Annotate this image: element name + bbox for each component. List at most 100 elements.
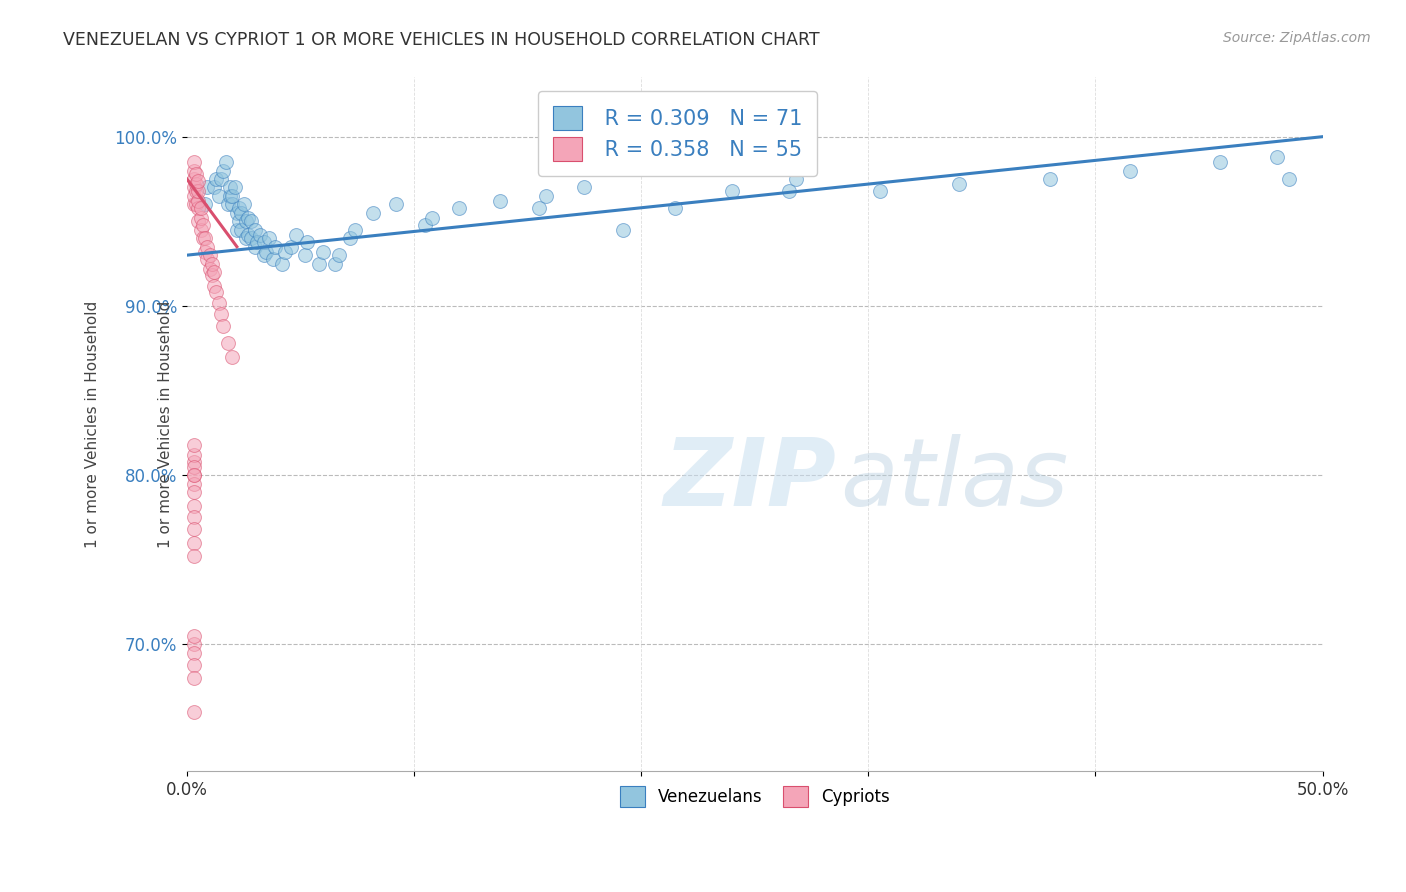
Point [183, 197, 205, 211]
Point [187, 201, 209, 215]
Point [271, 257, 294, 271]
Point [869, 184, 891, 198]
Point [574, 180, 596, 194]
Legend: Venezuelans, Cypriots: Venezuelans, Cypriots [612, 778, 898, 815]
Point [183, 155, 205, 169]
Y-axis label: 1 or more Vehicles in Household: 1 or more Vehicles in Household [86, 301, 100, 548]
Point [785, 172, 807, 186]
Point [212, 163, 235, 178]
Point [187, 184, 209, 198]
Point [238, 227, 260, 242]
Point [183, 705, 205, 719]
Point [778, 184, 800, 198]
Point [249, 227, 271, 242]
Point [420, 211, 443, 225]
Point [1265, 150, 1288, 164]
Point [202, 265, 225, 279]
Point [183, 459, 205, 474]
Point [1209, 155, 1232, 169]
Point [221, 350, 243, 364]
Point [201, 268, 224, 283]
Point [183, 646, 205, 660]
Point [205, 172, 228, 186]
Point [231, 206, 253, 220]
Point [1118, 163, 1140, 178]
Point [246, 235, 269, 249]
Point [219, 180, 242, 194]
Point [253, 248, 276, 262]
Point [183, 485, 205, 500]
Point [187, 174, 209, 188]
Point [343, 223, 366, 237]
Point [232, 197, 254, 211]
Point [183, 476, 205, 491]
Point [239, 214, 262, 228]
Point [183, 180, 205, 194]
Point [385, 197, 408, 211]
Point [183, 468, 205, 483]
Point [194, 231, 217, 245]
Point [284, 227, 307, 242]
Point [183, 468, 205, 483]
Point [312, 244, 335, 259]
Point [612, 223, 634, 237]
Point [415, 218, 437, 232]
Point [297, 235, 319, 249]
Point [253, 235, 276, 249]
Point [198, 248, 221, 262]
Point [294, 248, 316, 262]
Point [228, 214, 250, 228]
Point [308, 257, 330, 271]
Point [183, 163, 205, 178]
Point [948, 177, 970, 191]
Point [202, 180, 225, 194]
Point [257, 231, 280, 245]
Point [339, 231, 361, 245]
Point [231, 223, 253, 237]
Point [208, 295, 231, 310]
Point [183, 510, 205, 524]
Point [183, 172, 205, 186]
Text: VENEZUELAN VS CYPRIOT 1 OR MORE VEHICLES IN HOUSEHOLD CORRELATION CHART: VENEZUELAN VS CYPRIOT 1 OR MORE VEHICLES… [63, 31, 820, 49]
Point [235, 231, 257, 245]
Point [221, 189, 243, 203]
Point [183, 536, 205, 550]
Point [1039, 172, 1062, 186]
Point [219, 189, 242, 203]
Point [721, 184, 744, 198]
Y-axis label: 1 or more Vehicles in Household: 1 or more Vehicles in Household [157, 301, 173, 548]
Point [239, 231, 262, 245]
Point [190, 223, 212, 237]
Point [201, 257, 224, 271]
Point [191, 231, 214, 245]
Point [224, 180, 246, 194]
Point [183, 499, 205, 513]
Point [217, 336, 239, 351]
Point [184, 177, 207, 191]
Point [194, 197, 217, 211]
Point [198, 261, 221, 276]
Point [183, 637, 205, 651]
Point [1277, 172, 1299, 186]
Point [217, 197, 239, 211]
Point [264, 240, 287, 254]
Point [209, 172, 232, 186]
Point [243, 240, 266, 254]
Point [664, 201, 686, 215]
Point [323, 257, 346, 271]
Point [361, 206, 384, 220]
Point [254, 244, 277, 259]
Point [183, 438, 205, 452]
Point [183, 189, 205, 203]
Point [449, 201, 471, 215]
Point [191, 218, 214, 232]
Point [187, 194, 209, 208]
Text: Source: ZipAtlas.com: Source: ZipAtlas.com [1223, 31, 1371, 45]
Text: atlas: atlas [839, 434, 1069, 525]
Point [209, 307, 232, 321]
Point [183, 448, 205, 462]
Point [262, 252, 284, 266]
Point [183, 522, 205, 536]
Point [183, 629, 205, 643]
Point [527, 201, 550, 215]
